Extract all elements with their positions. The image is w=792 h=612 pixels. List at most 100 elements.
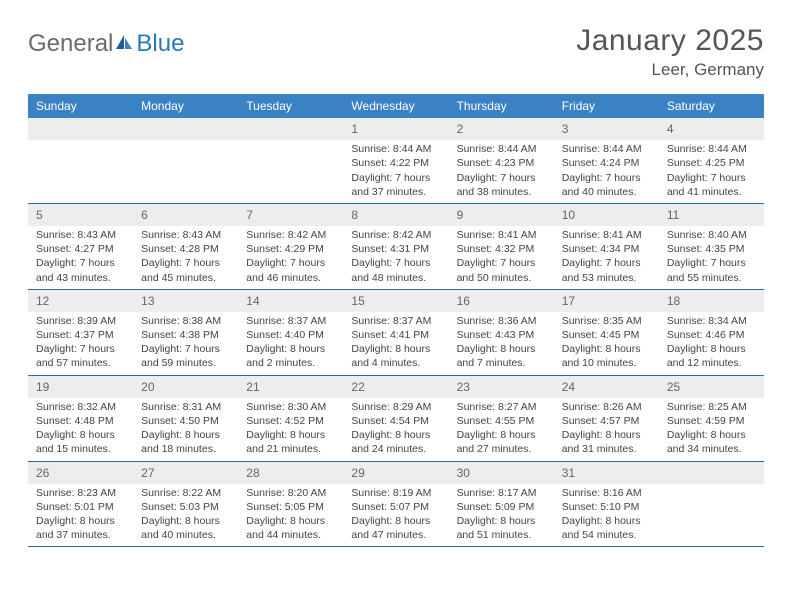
day-body: Sunrise: 8:27 AMSunset: 4:55 PMDaylight:…: [449, 398, 554, 461]
day-line-sr: Sunrise: 8:44 AM: [351, 142, 440, 156]
day-line-ss: Sunset: 4:41 PM: [351, 328, 440, 342]
day-body: Sunrise: 8:41 AMSunset: 4:34 PMDaylight:…: [554, 226, 659, 289]
day-line-sr: Sunrise: 8:44 AM: [457, 142, 546, 156]
day-cell: 20Sunrise: 8:31 AMSunset: 4:50 PMDayligh…: [133, 376, 238, 461]
day-cell: 4Sunrise: 8:44 AMSunset: 4:25 PMDaylight…: [659, 118, 764, 203]
day-line-ss: Sunset: 4:46 PM: [667, 328, 756, 342]
day-cell: 27Sunrise: 8:22 AMSunset: 5:03 PMDayligh…: [133, 462, 238, 547]
day-line-dl2: and 43 minutes.: [36, 271, 125, 285]
week-row: 26Sunrise: 8:23 AMSunset: 5:01 PMDayligh…: [28, 462, 764, 548]
day-cell: 30Sunrise: 8:17 AMSunset: 5:09 PMDayligh…: [449, 462, 554, 547]
dow-cell: Sunday: [28, 94, 133, 118]
day-body: Sunrise: 8:37 AMSunset: 4:41 PMDaylight:…: [343, 312, 448, 375]
logo-text-general: General: [28, 30, 113, 58]
day-line-dl1: Daylight: 8 hours: [246, 342, 335, 356]
day-number: 2: [449, 118, 554, 140]
day-line-sr: Sunrise: 8:22 AM: [141, 486, 230, 500]
day-number: 5: [28, 204, 133, 226]
day-line-sr: Sunrise: 8:42 AM: [246, 228, 335, 242]
day-line-dl2: and 55 minutes.: [667, 271, 756, 285]
day-line-dl2: and 4 minutes.: [351, 356, 440, 370]
day-line-dl2: and 48 minutes.: [351, 271, 440, 285]
day-cell: 19Sunrise: 8:32 AMSunset: 4:48 PMDayligh…: [28, 376, 133, 461]
day-line-sr: Sunrise: 8:44 AM: [562, 142, 651, 156]
day-line-ss: Sunset: 5:10 PM: [562, 500, 651, 514]
day-line-sr: Sunrise: 8:41 AM: [562, 228, 651, 242]
day-line-ss: Sunset: 4:38 PM: [141, 328, 230, 342]
day-number: [659, 462, 764, 484]
day-line-dl2: and 15 minutes.: [36, 442, 125, 456]
day-line-dl1: Daylight: 8 hours: [351, 428, 440, 442]
day-line-dl2: and 27 minutes.: [457, 442, 546, 456]
day-line-ss: Sunset: 4:40 PM: [246, 328, 335, 342]
day-number: 23: [449, 376, 554, 398]
day-line-ss: Sunset: 4:23 PM: [457, 156, 546, 170]
day-line-dl2: and 50 minutes.: [457, 271, 546, 285]
day-line-dl1: Daylight: 8 hours: [667, 428, 756, 442]
day-line-dl2: and 21 minutes.: [246, 442, 335, 456]
day-number: 10: [554, 204, 659, 226]
day-line-dl1: Daylight: 7 hours: [36, 256, 125, 270]
day-body: Sunrise: 8:39 AMSunset: 4:37 PMDaylight:…: [28, 312, 133, 375]
day-line-sr: Sunrise: 8:37 AM: [351, 314, 440, 328]
day-number: 16: [449, 290, 554, 312]
day-line-dl2: and 53 minutes.: [562, 271, 651, 285]
day-cell: 8Sunrise: 8:42 AMSunset: 4:31 PMDaylight…: [343, 204, 448, 289]
day-cell: 7Sunrise: 8:42 AMSunset: 4:29 PMDaylight…: [238, 204, 343, 289]
day-body: Sunrise: 8:22 AMSunset: 5:03 PMDaylight:…: [133, 484, 238, 547]
day-line-ss: Sunset: 4:37 PM: [36, 328, 125, 342]
day-cell: 5Sunrise: 8:43 AMSunset: 4:27 PMDaylight…: [28, 204, 133, 289]
day-line-ss: Sunset: 4:35 PM: [667, 242, 756, 256]
day-line-dl2: and 46 minutes.: [246, 271, 335, 285]
day-body: Sunrise: 8:35 AMSunset: 4:45 PMDaylight:…: [554, 312, 659, 375]
week-row: 19Sunrise: 8:32 AMSunset: 4:48 PMDayligh…: [28, 376, 764, 462]
day-line-dl1: Daylight: 8 hours: [562, 342, 651, 356]
day-body: Sunrise: 8:31 AMSunset: 4:50 PMDaylight:…: [133, 398, 238, 461]
day-body: [238, 140, 343, 146]
day-line-ss: Sunset: 4:32 PM: [457, 242, 546, 256]
day-line-sr: Sunrise: 8:43 AM: [141, 228, 230, 242]
day-line-dl1: Daylight: 8 hours: [667, 342, 756, 356]
day-line-dl2: and 10 minutes.: [562, 356, 651, 370]
day-cell: 9Sunrise: 8:41 AMSunset: 4:32 PMDaylight…: [449, 204, 554, 289]
day-line-sr: Sunrise: 8:40 AM: [667, 228, 756, 242]
weeks-container: 1Sunrise: 8:44 AMSunset: 4:22 PMDaylight…: [28, 118, 764, 547]
day-body: [659, 484, 764, 490]
day-number: 25: [659, 376, 764, 398]
day-body: [133, 140, 238, 146]
day-number: 9: [449, 204, 554, 226]
day-line-ss: Sunset: 4:45 PM: [562, 328, 651, 342]
day-line-dl1: Daylight: 8 hours: [457, 428, 546, 442]
day-line-ss: Sunset: 4:57 PM: [562, 414, 651, 428]
sail-icon: [114, 30, 134, 58]
day-line-sr: Sunrise: 8:27 AM: [457, 400, 546, 414]
day-line-dl1: Daylight: 8 hours: [351, 514, 440, 528]
day-line-sr: Sunrise: 8:16 AM: [562, 486, 651, 500]
day-line-sr: Sunrise: 8:37 AM: [246, 314, 335, 328]
location: Leer, Germany: [576, 60, 764, 80]
day-line-ss: Sunset: 4:28 PM: [141, 242, 230, 256]
day-line-dl1: Daylight: 7 hours: [351, 256, 440, 270]
day-line-sr: Sunrise: 8:23 AM: [36, 486, 125, 500]
day-line-ss: Sunset: 5:01 PM: [36, 500, 125, 514]
day-body: Sunrise: 8:23 AMSunset: 5:01 PMDaylight:…: [28, 484, 133, 547]
day-line-dl1: Daylight: 7 hours: [141, 342, 230, 356]
day-line-ss: Sunset: 4:27 PM: [36, 242, 125, 256]
dow-cell: Friday: [554, 94, 659, 118]
day-line-dl1: Daylight: 7 hours: [562, 171, 651, 185]
day-cell: 13Sunrise: 8:38 AMSunset: 4:38 PMDayligh…: [133, 290, 238, 375]
day-line-dl1: Daylight: 8 hours: [457, 514, 546, 528]
day-number: 22: [343, 376, 448, 398]
day-line-ss: Sunset: 5:09 PM: [457, 500, 546, 514]
dow-cell: Tuesday: [238, 94, 343, 118]
day-cell: 15Sunrise: 8:37 AMSunset: 4:41 PMDayligh…: [343, 290, 448, 375]
day-number: 18: [659, 290, 764, 312]
day-line-sr: Sunrise: 8:34 AM: [667, 314, 756, 328]
month-title: January 2025: [576, 24, 764, 58]
day-line-ss: Sunset: 4:31 PM: [351, 242, 440, 256]
day-number: 17: [554, 290, 659, 312]
day-line-dl1: Daylight: 7 hours: [36, 342, 125, 356]
day-line-sr: Sunrise: 8:39 AM: [36, 314, 125, 328]
day-line-sr: Sunrise: 8:31 AM: [141, 400, 230, 414]
day-number: 19: [28, 376, 133, 398]
